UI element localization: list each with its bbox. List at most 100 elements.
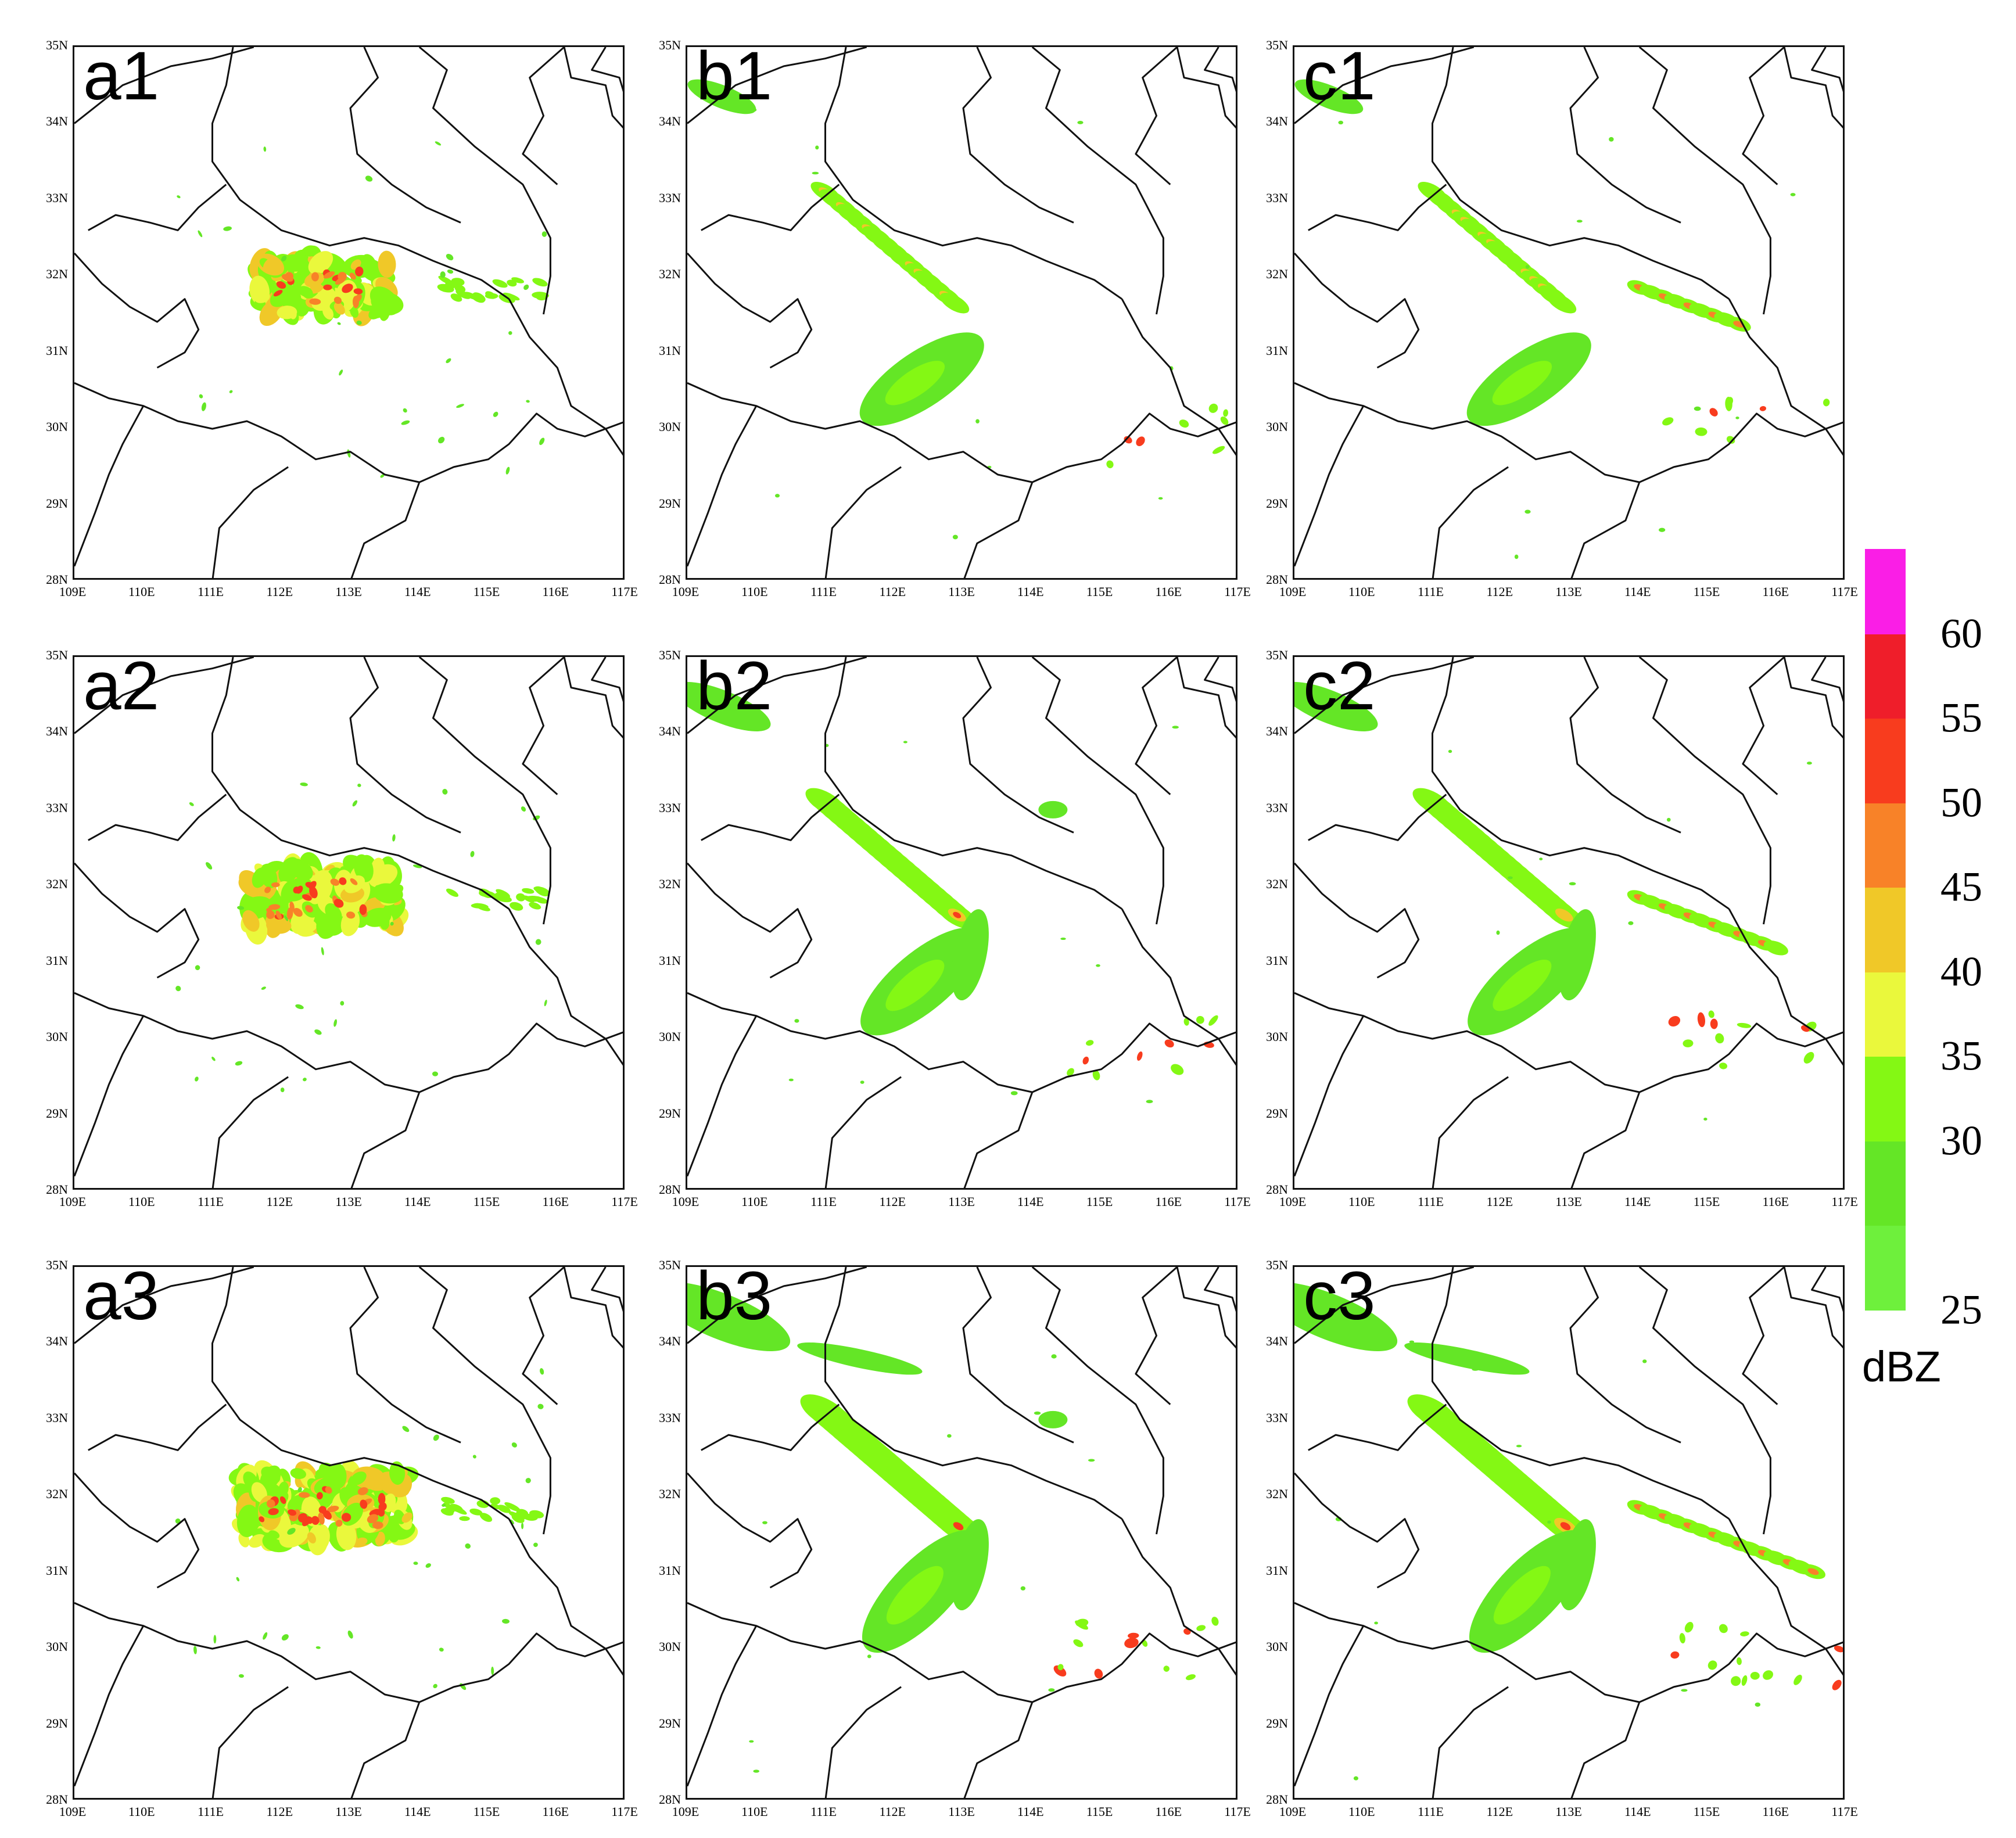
- panel-label: c1: [1303, 38, 1376, 114]
- echo-se-cell: [1719, 1624, 1728, 1634]
- echo-core: [286, 907, 293, 920]
- echo-speck: [521, 1523, 524, 1530]
- lon-tick-label: 117E: [1224, 1194, 1251, 1209]
- echo-speck: [440, 271, 446, 278]
- echo-speck: [535, 939, 541, 945]
- lon-tick-label: 114E: [1624, 1804, 1651, 1819]
- lon-tick-label: 110E: [128, 1194, 155, 1209]
- echo-se-cell: [1725, 397, 1732, 411]
- echo-speck: [1516, 1445, 1522, 1448]
- lon-tick-label: 110E: [741, 1194, 768, 1209]
- province-boundary: [211, 1076, 289, 1188]
- lat-tick-label: 30N: [659, 1029, 681, 1044]
- lon-tick-label: 111E: [1418, 1804, 1444, 1819]
- echo-core: [279, 1496, 286, 1504]
- lat-tick-label: 32N: [659, 267, 681, 282]
- echo-speck: [284, 915, 288, 921]
- echo-speck: [1060, 938, 1066, 940]
- echo-se-cell: [1124, 1638, 1139, 1649]
- lon-tick-label: 109E: [1279, 1804, 1307, 1819]
- echo-speck: [198, 230, 203, 238]
- echo-cell: [504, 1502, 521, 1512]
- echo-core: [316, 1492, 323, 1500]
- province-boundary: [74, 1472, 200, 1589]
- map-panel-a3: a3 28N 29N 30N 31N 32N 33N 34N 35N 109E 110E 111E 11…: [46, 1258, 638, 1819]
- lat-tick-label: 34N: [1266, 114, 1288, 129]
- lon-tick-label: 112E: [879, 1804, 906, 1819]
- echo-speck: [303, 1078, 307, 1082]
- province-boundary: [74, 1625, 145, 1787]
- province-boundary: [1811, 47, 1843, 92]
- province-boundary: [824, 1267, 1122, 1520]
- echo-cell: [266, 917, 292, 934]
- echo-speck: [403, 408, 407, 413]
- echo-speck: [442, 788, 448, 795]
- echo-speck: [1514, 554, 1519, 559]
- echo-se-cell: [1715, 1033, 1724, 1044]
- echo-cell: [529, 902, 541, 910]
- echo-core: [342, 283, 353, 293]
- echo-core: [309, 298, 321, 305]
- province-boundary: [824, 1076, 902, 1188]
- lon-tick-label: 111E: [810, 1804, 837, 1819]
- lon-tick-label: 114E: [1624, 584, 1651, 599]
- echo-speck: [1096, 964, 1100, 967]
- lon-tick-label: 113E: [1555, 1804, 1582, 1819]
- echo-core: [378, 1502, 387, 1512]
- echo-south-central-core: [1493, 959, 1552, 1011]
- echo-speck: [1659, 527, 1666, 532]
- lon-tick-label: 115E: [1086, 1804, 1113, 1819]
- echo-cell: [333, 302, 345, 315]
- echo-se-cell: [1124, 436, 1132, 444]
- echo-core: [350, 878, 358, 885]
- echo-south-central-core: [1492, 361, 1552, 405]
- echo-speck: [340, 1001, 345, 1006]
- echo-se-cell: [1212, 446, 1225, 454]
- echo-cell: [242, 910, 260, 932]
- echo-se-cell: [1067, 1068, 1074, 1076]
- lat-tick-label: 34N: [659, 114, 681, 129]
- echo-speck: [390, 921, 394, 926]
- echo-speck: [223, 226, 232, 231]
- echo-speck: [195, 1076, 199, 1082]
- province-boundary: [687, 1472, 813, 1589]
- echo-se-cell: [1179, 419, 1189, 428]
- echo-se-cell: [1086, 1040, 1094, 1046]
- echo-speck: [812, 171, 819, 175]
- echo-core: [293, 886, 300, 893]
- lat-tick-label: 33N: [659, 800, 681, 815]
- map-frame: [73, 1265, 625, 1800]
- echo-cell: [297, 286, 313, 297]
- lon-tick-label: 116E: [542, 1804, 569, 1819]
- echo-speck: [206, 862, 213, 870]
- echo-speck: [472, 1455, 476, 1459]
- legend-swatch: [1865, 1140, 1906, 1226]
- province-boundary: [74, 382, 623, 483]
- province-boundary: [1728, 1518, 1843, 1676]
- lon-tick-label: 115E: [1693, 584, 1720, 599]
- legend-tick-label: 55: [1940, 694, 1982, 741]
- province-boundary: [963, 1701, 1034, 1798]
- echo-se-cell: [1208, 1015, 1218, 1026]
- echo-se-cell: [1710, 1018, 1718, 1029]
- echo-cell: [529, 1510, 544, 1518]
- province-boundary: [1308, 794, 1447, 841]
- squall-line-cell: [1547, 292, 1577, 314]
- province-boundary: [349, 1267, 461, 1444]
- lat-tick-label: 32N: [46, 1487, 68, 1502]
- echo-cell: [263, 1467, 279, 1479]
- echo-cell: [350, 1471, 367, 1485]
- echo-se-cell: [1707, 1660, 1717, 1670]
- lon-tick-label: 112E: [266, 1804, 293, 1819]
- echo-core: [372, 1521, 383, 1529]
- echo-speck: [860, 1080, 864, 1084]
- lat-tick-label: 29N: [1266, 496, 1288, 511]
- lat-tick-label: 33N: [46, 1410, 68, 1425]
- echo-speck: [1158, 497, 1163, 500]
- echo-se-cell: [1759, 405, 1767, 411]
- echo-speck: [380, 474, 385, 478]
- lon-tick-label: 112E: [266, 1194, 293, 1209]
- echo-cell: [278, 857, 300, 884]
- echo-speck: [263, 1632, 268, 1640]
- province-boundary: [687, 862, 813, 979]
